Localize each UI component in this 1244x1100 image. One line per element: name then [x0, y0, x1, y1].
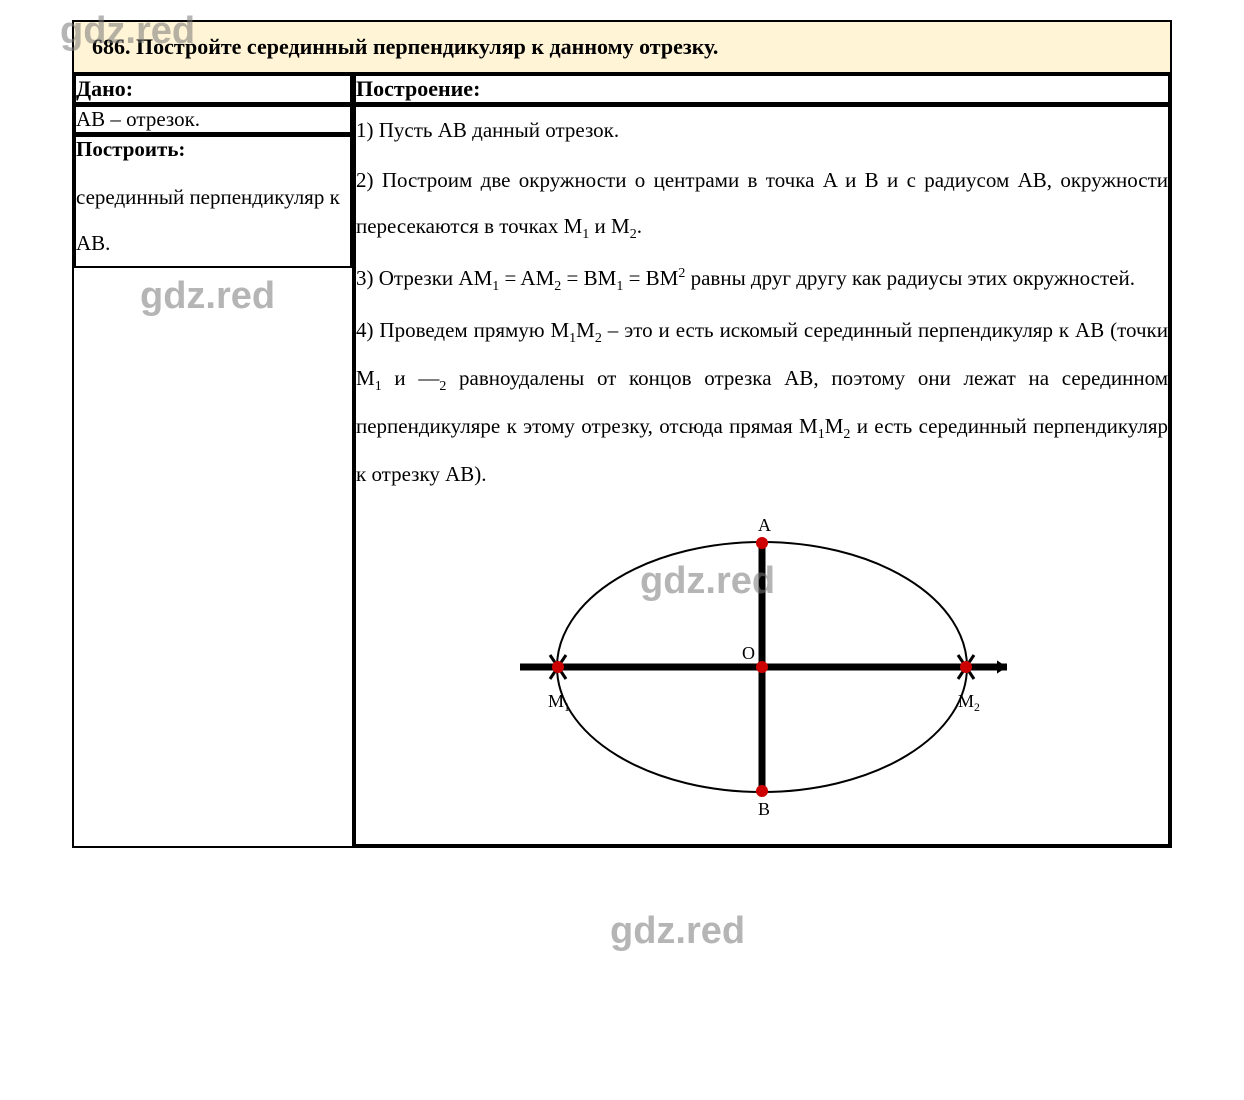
given-text: AB – отрезок.	[75, 106, 351, 133]
step-3: 3) Отрезки AM1 = AM2 = BM1 = BM2 равны д…	[356, 255, 1168, 303]
build-label: Построить:	[76, 137, 350, 162]
divider	[76, 104, 350, 105]
watermark: gdz.red	[610, 910, 745, 953]
right-column: Построение: 1) Пусть AB данный отрезок. …	[353, 73, 1171, 847]
title-row: 686. Постройте серединный перпендикуляр …	[73, 21, 1171, 73]
problem-title: 686. Постройте серединный перпендикуляр …	[73, 21, 1171, 73]
divider	[76, 134, 350, 135]
svg-text:M1: M1	[548, 691, 570, 714]
construction-label: Построение:	[355, 75, 1169, 103]
step-1: 1) Пусть AB данный отрезок.	[356, 107, 1168, 153]
svg-text:M2: M2	[958, 691, 980, 714]
given-label: Дано:	[75, 75, 351, 103]
svg-text:O: O	[742, 643, 755, 663]
construction-steps: 1) Пусть AB данный отрезок. 2) Построим …	[355, 106, 1169, 845]
geometry-diagram: A B O M1 M2	[502, 507, 1022, 827]
svg-text:A: A	[758, 515, 771, 535]
build-text: серединный перпендикуляр к AB.	[76, 174, 350, 266]
step-4: 4) Проведем прямую M1M2 – это и есть иск…	[356, 307, 1168, 497]
diagram-container: A B O M1 M2	[356, 507, 1168, 843]
step-2: 2) Построим две окружности о центрами в …	[356, 157, 1168, 251]
problem-table: 686. Постройте серединный перпендикуляр …	[72, 20, 1172, 848]
svg-text:B: B	[758, 799, 770, 819]
left-column: Дано: AB – отрезок. Построить: серединны…	[73, 73, 353, 847]
content-row: Дано: AB – отрезок. Построить: серединны…	[73, 73, 1171, 847]
divider	[356, 104, 1168, 105]
